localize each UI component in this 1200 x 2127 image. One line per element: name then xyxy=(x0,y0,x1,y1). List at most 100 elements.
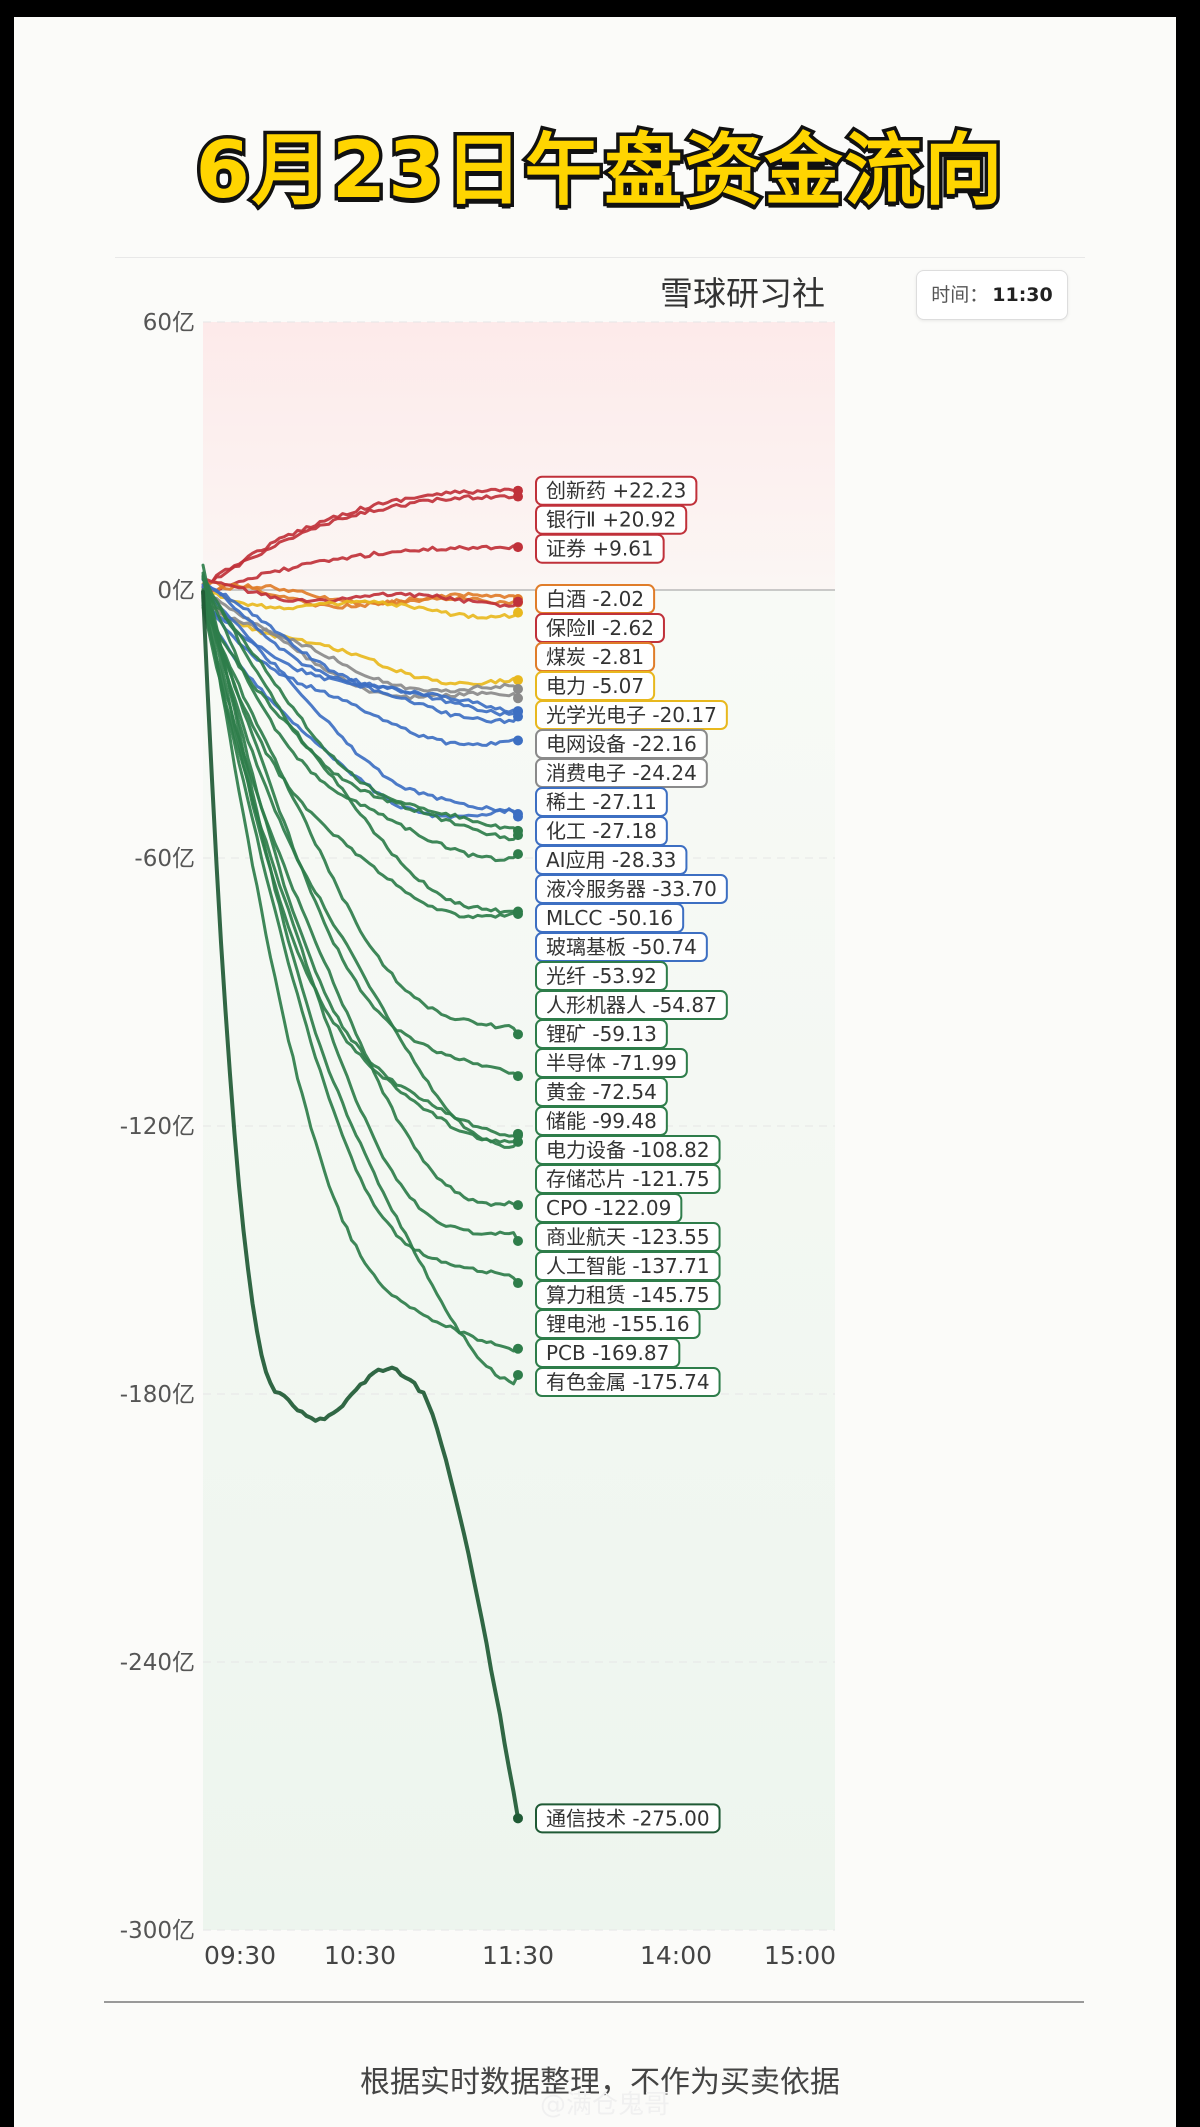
series-line xyxy=(201,578,520,717)
x-tick-label: 14:00 xyxy=(640,1941,712,1970)
series-line xyxy=(201,587,520,620)
series-label-text: 商业航天 -123.55 xyxy=(546,1225,710,1249)
series-line xyxy=(201,544,520,595)
series-label: 煤炭 -2.81 xyxy=(535,642,656,673)
series-line xyxy=(201,599,520,819)
y-tick-label: -60亿 xyxy=(134,846,195,872)
series-end-dot xyxy=(513,1071,523,1082)
brand-name: 雪球研习社 xyxy=(660,274,825,313)
divider xyxy=(104,2001,1084,2003)
series-end-dot xyxy=(513,909,523,920)
series-label-text: 人工智能 -137.71 xyxy=(546,1254,710,1278)
series-label-text: MLCC -50.16 xyxy=(546,906,673,930)
series-label: 锂矿 -59.13 xyxy=(535,1019,668,1050)
series-line xyxy=(201,580,520,610)
x-tick-label: 10:30 xyxy=(324,1941,396,1970)
series-label: 通信技术 -275.00 xyxy=(535,1803,721,1834)
fund-flow-chart: 60亿 0亿 -60亿 -120亿 -180亿 -240亿 -300亿 09:30 10:30… xyxy=(120,310,836,1970)
series-label: 玻璃基板 -50.74 xyxy=(535,932,708,963)
series-line xyxy=(201,603,520,916)
series-label-box xyxy=(535,1367,721,1398)
x-axis: 09:30 10:30 11:30 14:00 15:00 xyxy=(204,1941,836,1970)
series-label: 创新药 +22.23 xyxy=(535,475,698,506)
series-end-dot xyxy=(513,1369,523,1380)
series-end-dot xyxy=(513,1278,523,1289)
series-label: 算力租赁 -145.75 xyxy=(535,1280,721,1311)
series-label: AI应用 -28.33 xyxy=(535,845,688,876)
series-label-text: 白酒 -2.02 xyxy=(546,587,644,611)
series-label-text: PCB -169.87 xyxy=(546,1341,669,1365)
time-badge-value: 11:30 xyxy=(992,284,1053,306)
series-label-box xyxy=(535,533,665,564)
series-line xyxy=(201,588,520,833)
series-label-box xyxy=(535,1803,721,1834)
series-label-text: 黄金 -72.54 xyxy=(546,1080,657,1104)
series-end-dot xyxy=(513,1136,523,1147)
series-end-dot xyxy=(513,675,523,686)
series-label: 储能 -99.48 xyxy=(535,1106,668,1137)
series-label: 人工智能 -137.71 xyxy=(535,1251,721,1282)
series-label: 有色金属 -175.74 xyxy=(535,1367,721,1398)
series-label-text: 证券 +9.61 xyxy=(546,537,654,561)
series-label-text: AI应用 -28.33 xyxy=(546,848,676,872)
series-label: MLCC -50.16 xyxy=(535,903,685,934)
series-label-text: 消费电子 -24.24 xyxy=(546,761,697,785)
y-tick-label: -120亿 xyxy=(120,1114,195,1140)
series-label-text: 存储芯片 -121.75 xyxy=(546,1167,710,1191)
series-line xyxy=(201,589,520,1149)
series-label-text: 人形机器人 -54.87 xyxy=(546,993,717,1017)
series-line xyxy=(201,575,520,842)
series-line xyxy=(201,494,520,590)
series-label: 人形机器人 -54.87 xyxy=(535,990,728,1021)
series-lines xyxy=(201,485,523,1824)
series-label-text: 有色金属 -175.74 xyxy=(546,1370,710,1394)
series-label: 证券 +9.61 xyxy=(535,533,665,564)
y-tick-label: -240亿 xyxy=(120,1650,195,1676)
series-end-dot xyxy=(513,1813,523,1824)
negative-zone xyxy=(203,590,835,1930)
series-label: 光纤 -53.92 xyxy=(535,961,668,992)
series-line xyxy=(201,577,520,863)
series-label-text: 储能 -99.48 xyxy=(546,1109,657,1133)
series-label-text: 液冷服务器 -33.70 xyxy=(546,877,717,901)
divider xyxy=(115,257,1085,258)
headline: 6月23日午盘资金流向 xyxy=(192,123,1006,220)
series-end-dot xyxy=(513,849,523,860)
series-end-dot xyxy=(513,1029,523,1040)
series-line xyxy=(201,603,520,820)
series-line xyxy=(201,591,520,1078)
watermark: @满仓鬼哥 xyxy=(540,2090,671,2120)
series-line xyxy=(201,591,520,920)
series-end-dot xyxy=(513,830,523,841)
x-tick-label: 09:30 xyxy=(204,1941,276,1970)
series-label: 化工 -27.18 xyxy=(535,816,668,847)
series-label: 电网设备 -22.16 xyxy=(535,729,708,760)
time-badge-label: 时间： xyxy=(931,284,989,306)
series-label-text: 银行Ⅱ +20.92 xyxy=(546,508,676,532)
series-label-text: 锂电池 -155.16 xyxy=(546,1312,690,1336)
series-line xyxy=(201,563,520,1386)
series-label-text: 电力设备 -108.82 xyxy=(546,1138,710,1162)
series-end-dot xyxy=(513,811,523,822)
series-end-dot xyxy=(513,711,523,722)
series-end-dot xyxy=(513,1200,523,1211)
series-line xyxy=(201,487,520,589)
series-label-text: 算力租赁 -145.75 xyxy=(546,1283,710,1307)
series-label: 光学光电子 -20.17 xyxy=(535,700,728,731)
series-label-text: 保险Ⅱ -2.62 xyxy=(546,616,654,640)
grid-lines xyxy=(203,321,835,1931)
series-label: 液冷服务器 -33.70 xyxy=(535,874,728,905)
series-label-text: 化工 -27.18 xyxy=(546,819,657,843)
series-label-text: 煤炭 -2.81 xyxy=(546,645,644,669)
series-label: 锂电池 -155.16 xyxy=(535,1309,701,1340)
series-label-text: 电力 -5.07 xyxy=(546,674,644,698)
series-label-text: 通信技术 -275.00 xyxy=(546,1806,710,1830)
series-label-text: 光纤 -53.92 xyxy=(546,964,657,988)
series-label-text: 创新药 +22.23 xyxy=(546,479,686,503)
series-label-text: 光学光电子 -20.17 xyxy=(546,703,717,727)
series-label-text: 半导体 -71.99 xyxy=(546,1051,677,1075)
y-tick-label: 0亿 xyxy=(157,578,195,604)
series-end-dot xyxy=(513,1236,523,1247)
y-tick-label: 60亿 xyxy=(143,310,195,336)
series-label-text: 稀土 -27.11 xyxy=(546,790,657,814)
